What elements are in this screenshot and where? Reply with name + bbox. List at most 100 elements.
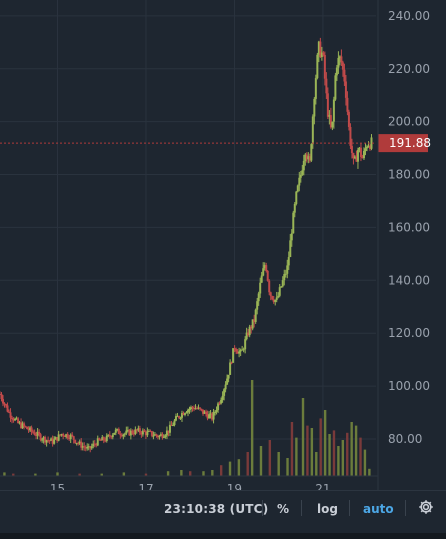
candle-body xyxy=(209,413,212,415)
candle-body xyxy=(235,348,238,352)
candle-body xyxy=(57,434,60,441)
auto-scale-button[interactable]: auto xyxy=(363,502,394,516)
candle-body xyxy=(262,268,265,276)
candle-body xyxy=(320,52,323,57)
candle-body xyxy=(47,440,50,442)
candle-body xyxy=(365,146,368,149)
volume-bar xyxy=(295,437,298,476)
candle-body xyxy=(35,434,38,436)
volume-bar xyxy=(166,471,170,476)
candle-body xyxy=(105,435,108,442)
candle-body xyxy=(191,407,194,409)
candle-body xyxy=(182,413,185,415)
candle-body xyxy=(48,440,51,442)
candle-body xyxy=(63,435,66,437)
candle-body xyxy=(274,299,277,302)
candle-body xyxy=(26,426,29,430)
candle-body xyxy=(344,81,347,98)
candle-body xyxy=(290,233,293,241)
volume-bar xyxy=(306,425,309,476)
price-tick-label: 240.00 xyxy=(388,9,430,23)
candle-body xyxy=(239,350,242,352)
candle-body xyxy=(51,438,54,444)
price-tick-label: 120.00 xyxy=(388,326,430,340)
candle-body xyxy=(337,57,340,68)
percent-scale-button[interactable]: % xyxy=(277,502,290,516)
candle-body xyxy=(283,274,286,281)
candle-body xyxy=(325,78,328,94)
volume-bar xyxy=(211,470,214,476)
candle-body xyxy=(205,411,208,415)
separator xyxy=(262,500,263,516)
candle-body xyxy=(200,408,203,410)
candle-body xyxy=(60,434,63,436)
volume-bar xyxy=(180,470,183,476)
candle-body xyxy=(180,413,183,418)
volume-bar xyxy=(359,437,362,476)
price-tick-label: 200.00 xyxy=(388,115,430,129)
candle-body xyxy=(271,296,274,300)
candle-body xyxy=(199,407,202,409)
volume-bar xyxy=(144,473,148,476)
candle-body xyxy=(32,431,35,433)
volume-bar xyxy=(259,446,263,476)
candle-body xyxy=(8,411,11,413)
candle-body xyxy=(281,280,284,287)
price-axis[interactable]: 240.00 220.00 200.00 180.00 160.00 140.00 120.… xyxy=(377,0,430,490)
candle-body xyxy=(287,257,290,266)
candle-body xyxy=(272,299,275,302)
candle-body xyxy=(295,191,298,204)
candle-body xyxy=(65,434,68,437)
candle-body xyxy=(286,265,289,274)
price-tick-label: 100.00 xyxy=(388,379,430,393)
log-scale-button[interactable]: log xyxy=(317,502,338,516)
candle-body xyxy=(173,420,176,426)
candle-body xyxy=(134,429,137,434)
candle-body xyxy=(299,174,302,178)
candle-body xyxy=(153,434,156,436)
candle-body xyxy=(99,439,102,441)
candle-body xyxy=(90,446,93,449)
candle-body xyxy=(248,326,251,336)
candle-body xyxy=(126,429,129,431)
time-tick-label: 15 xyxy=(50,482,65,490)
candle-body xyxy=(346,97,349,112)
candle-body xyxy=(71,434,74,437)
volume-bar xyxy=(310,428,314,476)
candle-body xyxy=(0,394,3,400)
candle-body xyxy=(150,431,153,436)
candle-body xyxy=(319,41,322,57)
candle-body xyxy=(245,332,248,340)
volume-bar xyxy=(341,440,345,476)
candle-body xyxy=(33,432,36,435)
candle-body xyxy=(256,301,259,310)
candle-body xyxy=(3,403,6,405)
candle-body xyxy=(185,412,188,414)
utc-clock: 23:10:38 (UTC) xyxy=(164,502,269,516)
candle-body xyxy=(135,429,138,431)
candle-body xyxy=(66,434,69,439)
candle-body xyxy=(227,374,230,379)
candle-body xyxy=(355,156,358,162)
candle-body xyxy=(143,430,146,432)
last-price-line: 191.88 xyxy=(0,134,431,153)
candle-body xyxy=(69,434,72,440)
price-chart[interactable]: 191.88 240.00 220.00 200.00 180.00 160.00 140… xyxy=(0,0,446,490)
gear-icon[interactable] xyxy=(418,499,434,515)
time-axis[interactable]: 15 17 19 21 xyxy=(0,475,378,490)
candle-body xyxy=(265,265,268,271)
candle-body xyxy=(146,431,149,436)
candle-body xyxy=(152,435,155,437)
candle-body xyxy=(137,428,140,431)
candle-body xyxy=(352,153,355,159)
candle-body xyxy=(75,442,78,444)
candle-body xyxy=(93,443,96,445)
candle-body xyxy=(277,295,280,298)
candle-body xyxy=(310,144,313,161)
candle-body xyxy=(155,434,158,436)
candle-body xyxy=(0,394,1,396)
candle-body xyxy=(331,121,334,128)
candle-body xyxy=(17,418,20,423)
candle-body xyxy=(183,413,186,415)
candle-body xyxy=(296,185,299,192)
